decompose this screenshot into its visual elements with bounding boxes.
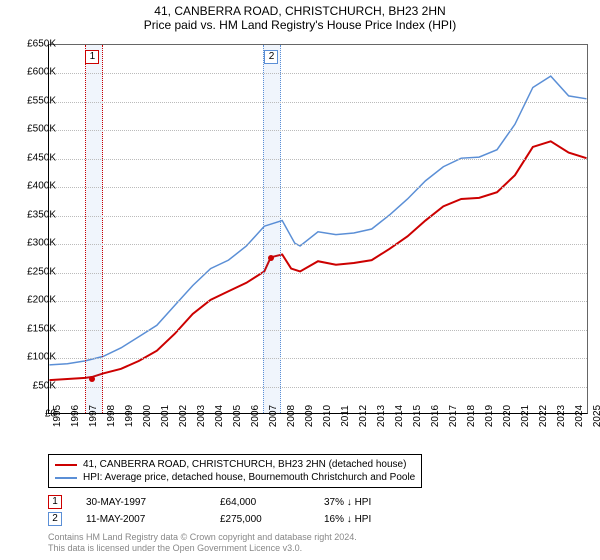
x-axis-label: 2000 [142,405,153,427]
x-axis-label: 2020 [502,405,513,427]
y-axis-label: £600K [27,67,56,78]
chart-plot-area [48,44,588,414]
gridline [49,244,587,245]
y-axis-label: £650K [27,39,56,50]
x-axis-label: 1995 [52,405,63,427]
x-axis-label: 2014 [394,405,405,427]
x-axis-label: 2019 [484,405,495,427]
sales-table: 1 30-MAY-1997 £64,000 37% ↓ HPI 2 11-MAY-2007… [48,495,371,529]
series-hpi [49,76,586,365]
sale-row-marker: 1 [48,495,62,509]
x-axis-label: 2013 [376,405,387,427]
sale-row: 1 30-MAY-1997 £64,000 37% ↓ HPI [48,495,371,509]
sale-row: 2 11-MAY-2007 £275,000 16% ↓ HPI [48,512,371,526]
x-axis-label: 2023 [556,405,567,427]
gridline [49,387,587,388]
legend-row: 41, CANBERRA ROAD, CHRISTCHURCH, BH23 2H… [55,458,415,471]
legend-swatch [55,464,77,466]
series-property [49,141,586,380]
sale-date: 30-MAY-1997 [86,497,196,508]
x-axis-label: 2012 [358,405,369,427]
sale-marker-box: 2 [264,50,278,64]
gridline [49,273,587,274]
sale-dot [89,376,95,382]
x-axis-label: 2011 [340,405,351,427]
sale-price: £275,000 [220,514,300,525]
gridline [49,159,587,160]
x-axis-label: 2002 [178,405,189,427]
footer-attribution: Contains HM Land Registry data © Crown c… [48,532,357,554]
y-axis-label: £250K [27,266,56,277]
y-axis-label: £400K [27,181,56,192]
x-axis-label: 2025 [592,405,600,427]
x-axis-label: 2018 [466,405,477,427]
x-axis-label: 2003 [196,405,207,427]
sale-delta: 16% ↓ HPI [324,514,371,525]
sale-row-marker: 2 [48,512,62,526]
title-line-2: Price paid vs. HM Land Registry's House … [0,18,600,32]
gridline [49,102,587,103]
gridline [49,187,587,188]
x-axis-label: 2001 [160,405,171,427]
x-axis-label: 2004 [214,405,225,427]
y-axis-label: £350K [27,209,56,220]
legend-row: HPI: Average price, detached house, Bour… [55,471,415,484]
y-axis-label: £450K [27,152,56,163]
x-axis-label: 2005 [232,405,243,427]
x-axis-label: 2015 [412,405,423,427]
x-axis-label: 2006 [250,405,261,427]
y-axis-label: £150K [27,323,56,334]
legend-swatch [55,477,77,479]
x-axis-label: 2007 [268,405,279,427]
x-axis-label: 2021 [520,405,531,427]
x-axis-label: 2009 [304,405,315,427]
y-axis-label: £300K [27,238,56,249]
y-axis-label: £200K [27,295,56,306]
gridline [49,130,587,131]
x-axis-label: 2017 [448,405,459,427]
x-axis-label: 2010 [322,405,333,427]
sale-date: 11-MAY-2007 [86,514,196,525]
title-line-1: 41, CANBERRA ROAD, CHRISTCHURCH, BH23 2H… [0,4,600,18]
x-axis-label: 2008 [286,405,297,427]
gridline [49,330,587,331]
legend-label: 41, CANBERRA ROAD, CHRISTCHURCH, BH23 2H… [83,459,406,470]
sale-dot [268,255,274,261]
gridline [49,301,587,302]
legend-label: HPI: Average price, detached house, Bour… [83,472,415,483]
chart-title: 41, CANBERRA ROAD, CHRISTCHURCH, BH23 2H… [0,0,600,32]
y-axis-label: £50K [33,380,56,391]
y-axis-label: £550K [27,95,56,106]
sale-marker-box: 1 [85,50,99,64]
sale-delta: 37% ↓ HPI [324,497,371,508]
gridline [49,358,587,359]
gridline [49,73,587,74]
footer-line-1: Contains HM Land Registry data © Crown c… [48,532,357,543]
footer-line-2: This data is licensed under the Open Gov… [48,543,357,554]
x-axis-label: 1998 [106,405,117,427]
x-axis-label: 2024 [574,405,585,427]
x-axis-label: 1996 [70,405,81,427]
x-axis-label: 2022 [538,405,549,427]
x-axis-label: 1999 [124,405,135,427]
x-axis-label: 1997 [88,405,99,427]
y-axis-label: £500K [27,124,56,135]
y-axis-label: £100K [27,352,56,363]
legend-box: 41, CANBERRA ROAD, CHRISTCHURCH, BH23 2H… [48,454,422,488]
gridline [49,216,587,217]
sale-price: £64,000 [220,497,300,508]
x-axis-label: 2016 [430,405,441,427]
